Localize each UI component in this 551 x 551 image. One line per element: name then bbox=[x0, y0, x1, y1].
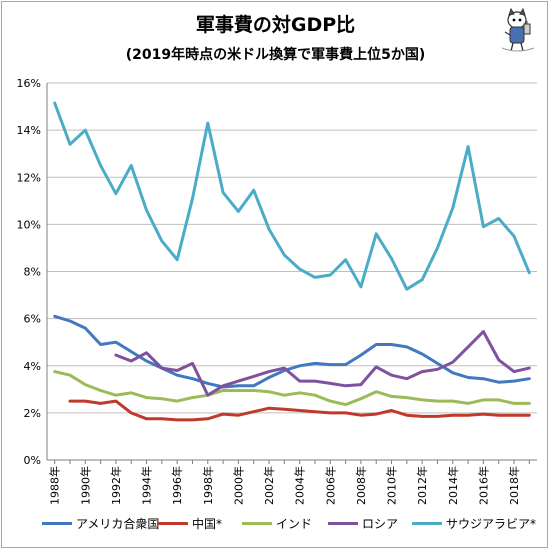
x-tick-label: 1990年 bbox=[78, 466, 92, 505]
x-tick-label: 1988年 bbox=[48, 466, 62, 505]
legend-item: サウジアラビア* bbox=[412, 515, 536, 532]
mascot-illustration bbox=[501, 8, 535, 52]
legend-label: サウジアラビア* bbox=[446, 517, 537, 531]
series-line bbox=[114, 330, 531, 397]
chart-title: 軍事費の対GDP比 bbox=[195, 14, 356, 36]
legend-swatch bbox=[412, 522, 442, 525]
x-tick-label: 1998年 bbox=[201, 466, 215, 505]
x-tick-label: 2008年 bbox=[354, 466, 368, 505]
y-tick-label: 16% bbox=[17, 77, 41, 90]
y-tick-label: 10% bbox=[17, 218, 41, 231]
y-tick-label: 4% bbox=[24, 360, 41, 373]
legend-swatch bbox=[158, 522, 188, 525]
x-tick-label: 2006年 bbox=[323, 466, 337, 505]
series-line bbox=[53, 101, 531, 291]
series-line bbox=[53, 314, 531, 389]
x-tick-label: 1996年 bbox=[170, 466, 184, 505]
x-tick-label: 1994年 bbox=[140, 466, 154, 505]
x-tick-label: 2000年 bbox=[231, 466, 245, 505]
x-tick-label: 2002年 bbox=[262, 466, 276, 505]
legend-item: インド bbox=[242, 515, 312, 532]
series-line bbox=[68, 399, 531, 422]
x-tick-label: 2012年 bbox=[415, 466, 429, 505]
x-tick-label: 1992年 bbox=[109, 466, 123, 505]
x-tick-label: 2018年 bbox=[507, 466, 521, 505]
x-axis-ticks: 1988年 1990年 1992年 1994年 1996年 1998年 2000年 2002年… bbox=[48, 466, 521, 505]
legend: アメリカ合衆国 中国* インド ロシア サウジアラビア* bbox=[0, 515, 551, 537]
x-tick-label: 2004年 bbox=[293, 466, 307, 505]
y-tick-label: 0% bbox=[24, 454, 41, 467]
legend-item: アメリカ合衆国 bbox=[42, 515, 159, 532]
legend-swatch bbox=[242, 522, 272, 525]
legend-label: インド bbox=[276, 517, 313, 531]
y-tick-label: 14% bbox=[17, 124, 41, 137]
legend-swatch bbox=[42, 522, 72, 525]
x-tick-label: 2016年 bbox=[476, 466, 490, 505]
legend-item: 中国* bbox=[158, 515, 222, 532]
y-tick-label: 6% bbox=[24, 313, 41, 326]
grid-lines bbox=[47, 82, 537, 414]
x-tick-label: 2010年 bbox=[385, 466, 399, 505]
y-axis-ticks: 0% 2% 4% 6% 8% 10% 12% 14% 16% bbox=[17, 77, 41, 467]
legend-item: ロシア bbox=[328, 515, 398, 532]
legend-label: ロシア bbox=[362, 517, 399, 531]
y-tick-label: 8% bbox=[24, 266, 41, 279]
legend-label: アメリカ合衆国 bbox=[76, 517, 160, 531]
legend-swatch bbox=[328, 522, 358, 525]
y-tick-label: 2% bbox=[24, 407, 41, 420]
series-line bbox=[53, 370, 531, 407]
y-tick-label: 12% bbox=[17, 171, 41, 184]
axes bbox=[46, 83, 537, 464]
chart-subtitle: (2019年時点の米ドル換算で軍事費上位5か国) bbox=[125, 47, 426, 63]
legend-label: 中国* bbox=[192, 517, 223, 531]
x-tick-label: 2014年 bbox=[446, 466, 460, 505]
series-lines bbox=[53, 101, 531, 422]
